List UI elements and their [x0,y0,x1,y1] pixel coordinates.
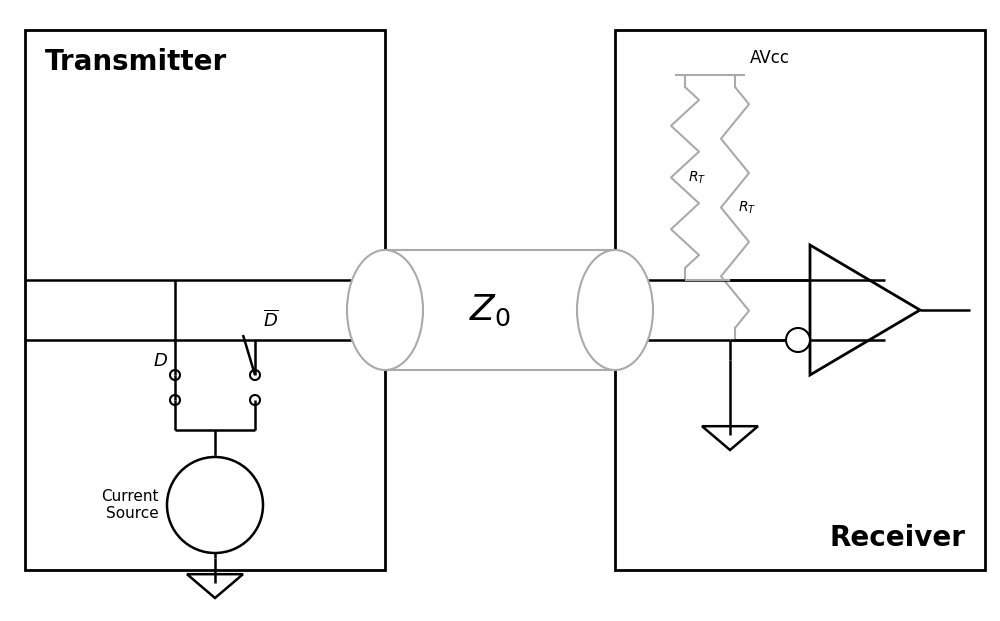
FancyBboxPatch shape [385,250,615,370]
Bar [25,30,385,570]
Text: $Z_0$: $Z_0$ [469,292,511,328]
Ellipse shape [577,250,653,370]
Text: $R_T$: $R_T$ [688,170,706,186]
Text: D: D [153,352,167,370]
Text: Current
Source: Current Source [102,489,159,521]
Circle shape [167,457,263,553]
Bar [615,30,985,570]
Text: AVcc: AVcc [750,49,790,67]
Text: $R_T$: $R_T$ [738,199,756,215]
Ellipse shape [347,250,423,370]
Text: $\overline{D}$: $\overline{D}$ [263,309,279,330]
Text: Transmitter: Transmitter [45,48,227,76]
Circle shape [786,328,810,352]
Text: Receiver: Receiver [829,524,965,552]
